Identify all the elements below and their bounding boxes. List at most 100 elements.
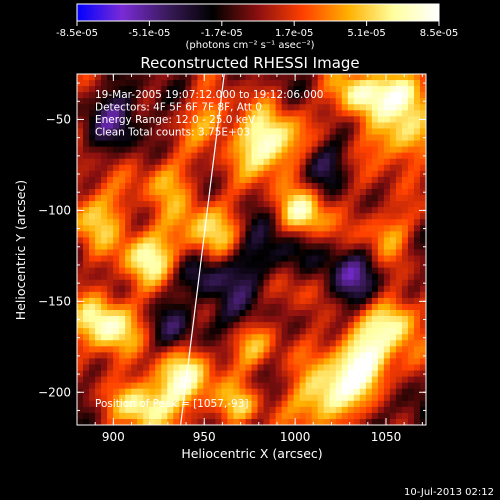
- heatmap-cell: [89, 128, 96, 136]
- heatmap-cell: [317, 346, 325, 353]
- heatmap-cell: [395, 376, 403, 384]
- heatmap-cell: [185, 412, 192, 420]
- heatmap-cell: [131, 188, 138, 196]
- heatmap-cell: [119, 358, 126, 365]
- heatmap-cell: [371, 92, 379, 99]
- heatmap-cell: [107, 255, 114, 263]
- heatmap-cell: [407, 376, 415, 384]
- heatmap-cell: [77, 122, 84, 129]
- heatmap-cell: [161, 104, 168, 111]
- heatmap-cell: [173, 310, 180, 317]
- heatmap-cell: [167, 394, 174, 402]
- heatmap-cell: [269, 412, 277, 420]
- heatmap-cell: [365, 334, 373, 341]
- heatmap-cell: [359, 316, 367, 323]
- heatmap-cell: [149, 104, 156, 111]
- heatmap-cell: [275, 322, 283, 329]
- heatmap-cell: [257, 303, 265, 311]
- heatmap-cell: [293, 188, 301, 196]
- heatmap-cell: [113, 364, 120, 372]
- heatmap-cell: [257, 80, 265, 87]
- heatmap-cell: [257, 322, 265, 329]
- heatmap-cell: [287, 285, 295, 293]
- heatmap-cell: [299, 370, 307, 378]
- heatmap-cell: [383, 213, 391, 220]
- heatmap-cell: [95, 207, 102, 214]
- heatmap-cell: [245, 213, 252, 220]
- heatmap-cell: [395, 322, 403, 329]
- heatmap-cell: [281, 243, 289, 250]
- heatmap-cell: [281, 418, 289, 425]
- heatmap-cell: [353, 388, 361, 396]
- heatmap-cell: [299, 334, 307, 341]
- heatmap-cell: [407, 195, 415, 202]
- heatmap-cell: [89, 279, 96, 287]
- heatmap-cell: [185, 219, 192, 226]
- heatmap-cell: [221, 273, 228, 281]
- heatmap-cell: [413, 164, 421, 172]
- heatmap-cell: [209, 255, 216, 263]
- heatmap-cell: [125, 116, 132, 123]
- heatmap-cell: [113, 334, 120, 341]
- heatmap-cell: [389, 164, 397, 172]
- heatmap-cell: [383, 176, 391, 184]
- heatmap-cell: [113, 261, 120, 269]
- heatmap-cell: [233, 140, 240, 148]
- heatmap-cell: [401, 188, 409, 196]
- heatmap-cell: [383, 376, 391, 384]
- heatmap-cell: [347, 237, 355, 244]
- heatmap-cell: [359, 267, 367, 275]
- heatmap-cell: [107, 364, 114, 372]
- heatmap-cell: [335, 98, 343, 105]
- heatmap-cell: [317, 231, 325, 238]
- heatmap-cell: [251, 152, 259, 160]
- heatmap-cell: [191, 334, 198, 341]
- heatmap-cell: [383, 328, 391, 335]
- heatmap-cell: [389, 98, 397, 105]
- heatmap-cell: [197, 188, 204, 196]
- heatmap-cell: [287, 328, 295, 335]
- heatmap-cell: [371, 352, 379, 359]
- heatmap-cell: [119, 328, 126, 335]
- heatmap-cell: [149, 213, 156, 220]
- heatmap-cell: [239, 146, 246, 154]
- heatmap-cell: [287, 352, 295, 359]
- heatmap-cell: [131, 213, 138, 220]
- heatmap-cell: [155, 364, 162, 372]
- heatmap-cell: [317, 225, 325, 232]
- heatmap-cell: [179, 388, 186, 396]
- heatmap-cell: [209, 364, 216, 372]
- heatmap-cell: [389, 412, 397, 420]
- heatmap-cell: [161, 303, 168, 311]
- heatmap-cell: [197, 146, 204, 154]
- heatmap-cell: [359, 128, 367, 136]
- heatmap-cell: [209, 104, 216, 111]
- heatmap-cell: [365, 382, 373, 390]
- heatmap-cell: [143, 334, 150, 341]
- heatmap-cell: [269, 279, 277, 287]
- colorbar-ticks: -8.5e-05 -5.1e-05 -1.7e-05 1.7e-05 5.1e-05 8.…: [56, 21, 458, 39]
- heatmap-cell: [323, 400, 331, 408]
- heatmap-cell: [335, 352, 343, 359]
- heatmap-cell: [173, 346, 180, 353]
- heatmap-cell: [377, 261, 385, 269]
- heatmap-cell: [359, 297, 367, 305]
- heatmap-cell: [95, 412, 102, 420]
- heatmap-cell: [83, 358, 90, 365]
- heatmap-cell: [389, 261, 397, 269]
- heatmap-cell: [257, 279, 265, 287]
- heatmap-cell: [179, 231, 186, 238]
- heatmap-cell: [101, 406, 108, 414]
- heatmap-cell: [155, 352, 162, 359]
- heatmap-cell: [185, 98, 192, 105]
- heatmap-cell: [305, 213, 313, 220]
- heatmap-cell: [101, 140, 108, 148]
- heatmap-cell: [275, 261, 283, 269]
- heatmap-cell: [383, 340, 391, 347]
- heatmap-cell: [413, 291, 421, 299]
- heatmap-cell: [293, 316, 301, 323]
- heatmap-cell: [197, 86, 204, 93]
- heatmap-cell: [149, 146, 156, 154]
- heatmap-cell: [191, 98, 198, 105]
- heatmap-cell: [389, 225, 397, 232]
